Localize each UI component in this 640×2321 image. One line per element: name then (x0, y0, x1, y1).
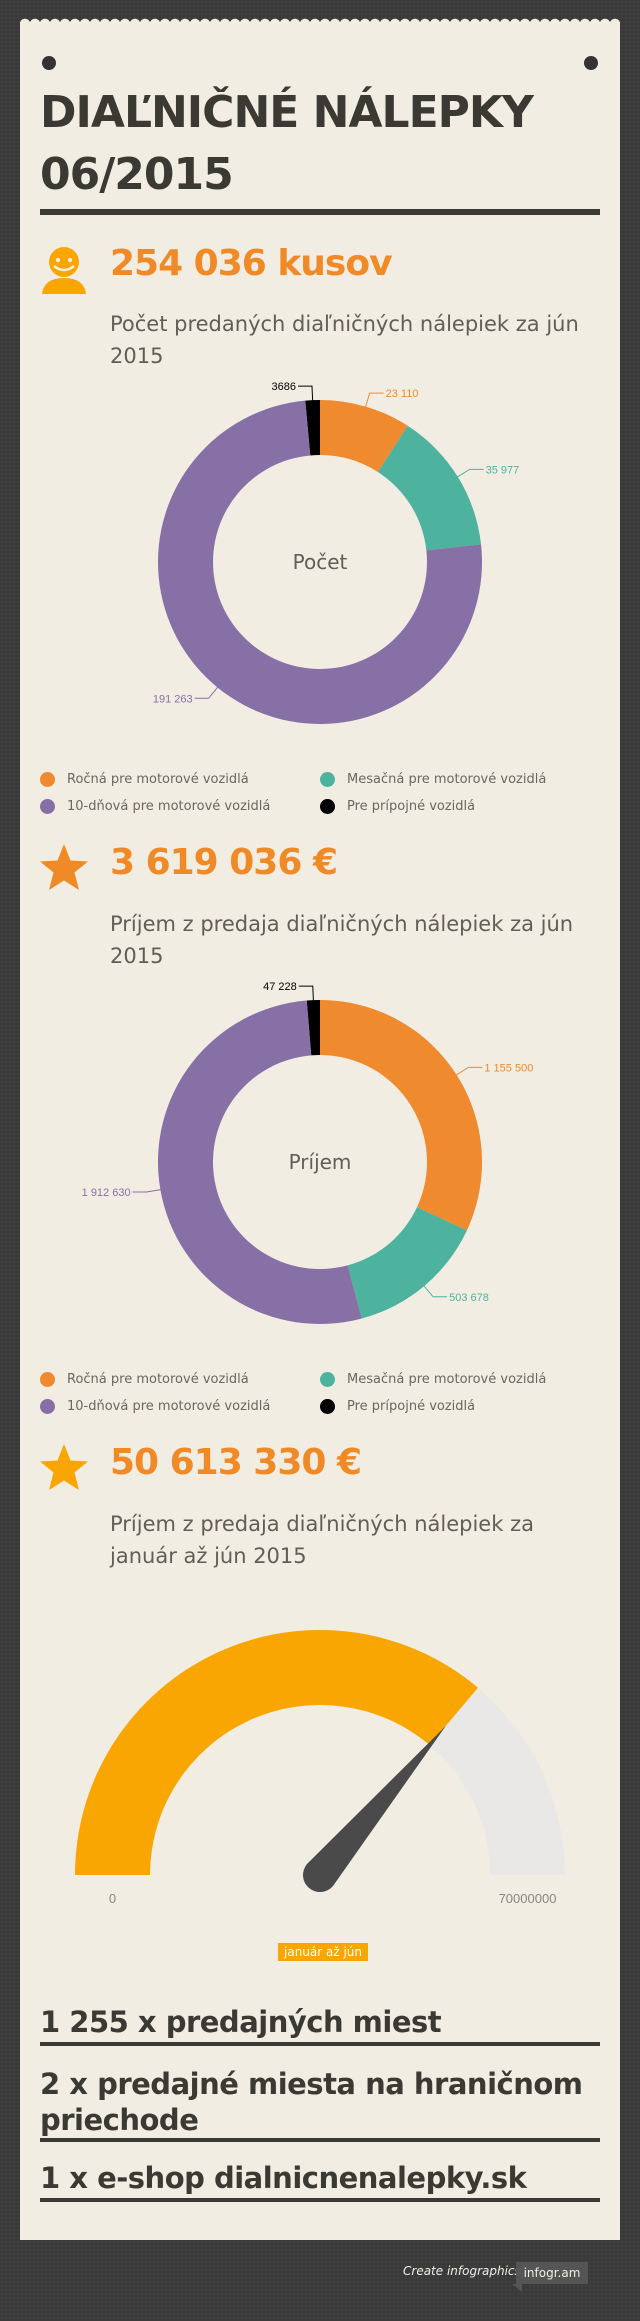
stat-divider (40, 2042, 600, 2046)
data-label: 47 228 (263, 981, 297, 993)
legend-item: 10-dňová pre motorové vozidlá (40, 1399, 270, 1414)
legend-dot (320, 1372, 335, 1387)
label-leader-line (298, 985, 315, 1005)
title-divider (40, 209, 600, 215)
data-label: 1 912 630 (82, 1187, 131, 1199)
data-label: 503 678 (449, 1292, 489, 1304)
star-icon (40, 1444, 88, 1490)
legend-item: Pre prípojné vozidlá (320, 799, 475, 814)
donut-slice (320, 1000, 482, 1231)
label-leader-line (454, 468, 484, 480)
donut-slice (320, 400, 408, 473)
donut-slice (347, 1207, 467, 1319)
legend-dot (320, 772, 335, 787)
gauge-chart: 0 70000000 (75, 1630, 565, 1906)
donut-slice (157, 1000, 362, 1324)
person-icon (42, 247, 86, 294)
legend-item: 10-dňová pre motorové vozidlá (40, 799, 270, 814)
gauge-min-label: 0 (109, 1891, 116, 1906)
legend-dot (40, 1372, 55, 1387)
stat-sales-points: 1 255 x predajných miest (40, 2005, 442, 2039)
label-leader-line (297, 385, 314, 405)
data-label: 23 110 (386, 388, 419, 400)
legend-item: Ročná pre motorové vozidlá (40, 1372, 249, 1387)
label-leader-line (194, 684, 221, 699)
units-sold-headline: 254 036 kusov (110, 243, 393, 284)
legend-item: Pre prípojné vozidlá (320, 1399, 475, 1414)
legend-label: Mesačná pre motorové vozidlá (347, 1372, 547, 1387)
gauge-needle (302, 1725, 446, 1893)
gauge-max-label: 70000000 (499, 1891, 557, 1906)
stat-border-points: 2 x predajné miesta na hraničnom priecho… (40, 2067, 583, 2137)
donut-slice (158, 400, 483, 724)
stat-divider (40, 2198, 600, 2202)
revenue-h1-subtitle: Príjem z predaja diaľničných nálepiek za… (110, 1512, 534, 1568)
stat-divider (40, 2138, 600, 2142)
legend-label: Pre prípojné vozidlá (347, 799, 476, 814)
gauge-fill (75, 1630, 478, 1875)
donut-slice (306, 1000, 320, 1056)
donut-slice (305, 400, 320, 456)
donut-chart-count: 3686 23 110 35 977 191 263 Počet (153, 381, 520, 724)
star-icon (40, 844, 88, 890)
legend-item: Mesačná pre motorové vozidlá (320, 1372, 546, 1387)
stat-eshop: 1 x e-shop dialnicnenalepky.sk (40, 2161, 527, 2195)
title-line-2: 06/2015 (40, 149, 234, 200)
pin-right-icon (584, 56, 598, 70)
legend-dot (320, 1399, 335, 1414)
pin-left-icon (42, 56, 56, 70)
title-line-1: DIAĽNIČNÉ NÁLEPKY (40, 87, 534, 138)
revenue-h1-headline: 50 613 330 € (110, 1442, 362, 1483)
legend-label: Mesačná pre motorové vozidlá (347, 772, 547, 787)
label-leader-line (421, 1282, 448, 1298)
donut-chart-revenue: 47 228 1 155 500 503 678 1 912 630 Príjem (82, 981, 533, 1324)
legend-item: Mesačná pre motorové vozidlá (320, 772, 546, 787)
legend-label: Pre prípojné vozidlá (347, 1399, 476, 1414)
legend-item: Ročná pre motorové vozidlá (40, 772, 249, 787)
gauge-series-tag: január až jún (278, 1943, 369, 1961)
legend-dot (40, 799, 55, 814)
legend-label: Ročná pre motorové vozidlá (67, 772, 249, 787)
data-label: 191 263 (153, 693, 193, 705)
infogram-logo-tail (512, 2284, 522, 2292)
legend-dot (320, 799, 335, 814)
legend-dot (40, 772, 55, 787)
legend-label: 10-dňová pre motorové vozidlá (67, 1399, 271, 1414)
revenue-june-headline: 3 619 036 € (110, 842, 338, 883)
paper-scalloped-edge (20, 14, 620, 24)
legend-label: Ročná pre motorové vozidlá (67, 1372, 249, 1387)
create-infographics-link[interactable]: Create infographics (403, 2264, 521, 2278)
revenue-june-subtitle: Príjem z predaja diaľničných nálepiek za… (110, 912, 574, 968)
donut-center-label: Príjem (289, 1150, 352, 1174)
legend-dot (40, 1399, 55, 1414)
data-label: 1 155 500 (484, 1062, 533, 1074)
label-leader-line (364, 392, 384, 411)
legend-label: 10-dňová pre motorové vozidlá (67, 799, 271, 814)
label-leader-line (452, 1066, 483, 1078)
donut-slice (377, 425, 482, 551)
data-label: 35 977 (486, 464, 520, 476)
page-title: DIAĽNIČNÉ NÁLEPKY 06/2015 (40, 82, 600, 206)
donut-center-label: Počet (293, 550, 348, 574)
data-label: 3686 (271, 381, 295, 393)
infogram-logo[interactable]: infogr.am (516, 2262, 588, 2284)
units-sold-subtitle: Počet predaných diaľničných nálepiek za … (110, 312, 579, 368)
label-leader-line (132, 1188, 165, 1193)
